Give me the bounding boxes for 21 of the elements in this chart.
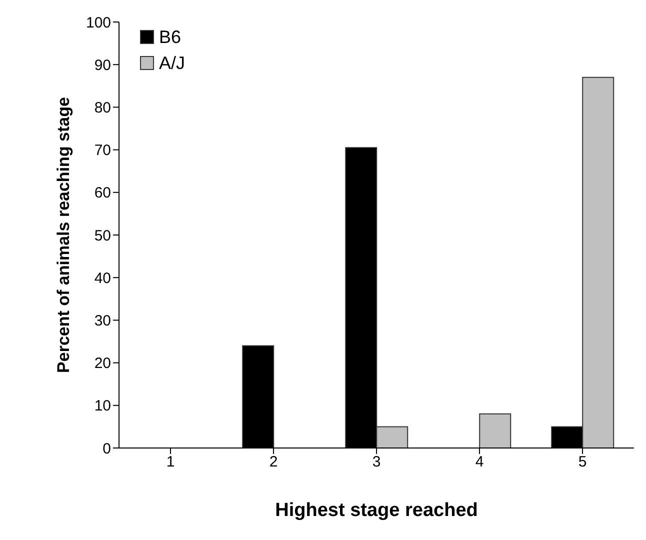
x-axis-title: Highest stage reached: [275, 500, 478, 521]
y-tick-label: 10: [94, 398, 112, 415]
y-axis-title: Percent of animals reaching stage: [54, 97, 74, 373]
y-tick-label: 50: [94, 227, 112, 244]
y-tick-label: 60: [94, 184, 112, 202]
x-tick-label: 1: [166, 454, 175, 471]
y-tick-label: 40: [94, 270, 112, 287]
x-tick-label: 4: [475, 454, 484, 471]
bar: [479, 413, 512, 448]
x-tick-label: 3: [372, 454, 381, 471]
y-tick-label: 80: [94, 100, 112, 117]
y-tick-label: 90: [94, 56, 112, 74]
x-tick-label: 2: [269, 454, 278, 471]
x-tick-label: 5: [578, 454, 587, 471]
y-tick-label: 100: [86, 14, 112, 32]
y-tick-label: 30: [94, 312, 112, 330]
y-tick-label: 0: [102, 440, 112, 458]
y-tick-label: 70: [94, 142, 112, 160]
y-tick-label: 20: [94, 355, 112, 372]
legend-label: B6: [159, 26, 182, 49]
legend-label: A/J: [159, 52, 186, 75]
